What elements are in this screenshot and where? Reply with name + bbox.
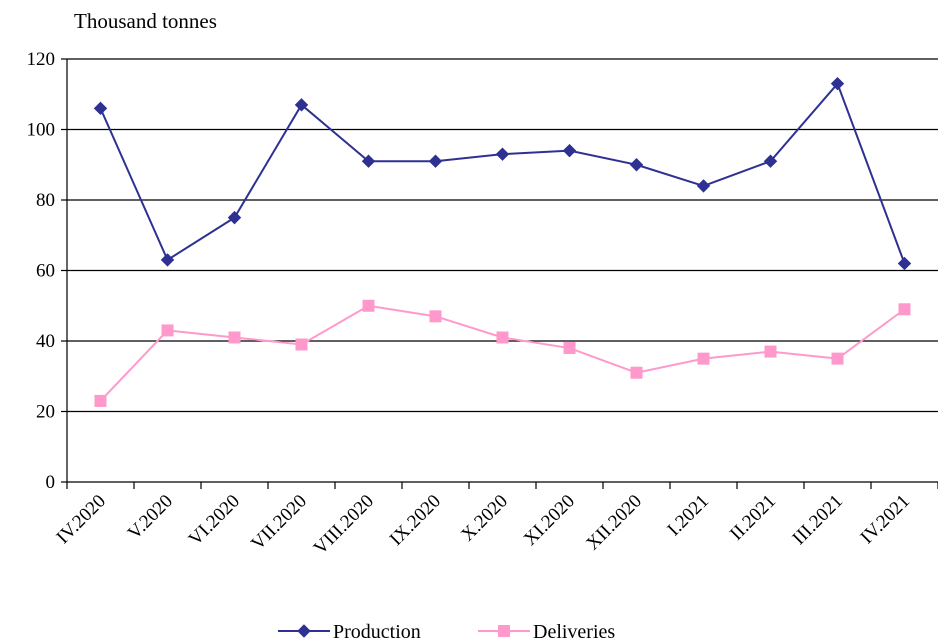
legend-item-deliveries: Deliveries [478,621,615,642]
grid-lines [67,58,938,413]
production-point [361,154,376,168]
production-series [93,76,912,271]
deliveries-point [496,331,509,344]
legend: Production Deliveries [278,621,615,642]
deliveries-point [764,345,777,358]
legend-item-production: Production [278,621,421,642]
deliveries-point [161,324,174,337]
production-point [93,101,108,116]
x-tick-label: X.2020 [457,491,512,546]
y-axis-unit-label: Thousand tonnes [74,9,217,33]
deliveries-series [94,299,911,407]
axes [61,58,938,489]
production-point [562,143,577,158]
deliveries-point [898,303,911,316]
deliveries-point [295,338,308,351]
x-tick-label: IX.2020 [386,491,445,550]
legend-label-production: Production [333,621,421,642]
deliveries-point [228,331,241,344]
x-tick-label: VI.2020 [185,491,244,550]
production-point [763,154,778,168]
production-point [897,256,912,271]
production-point [160,253,175,267]
y-tick-label: 20 [36,402,55,423]
series-layer [93,76,912,407]
production-point [495,147,510,161]
production-point [830,76,845,91]
deliveries-line [99,304,906,402]
deliveries-point [94,394,107,407]
x-tick-label: IV.2020 [53,491,111,549]
production-point [629,158,644,172]
x-tick-label: II.2021 [726,491,780,545]
deliveries-point [362,299,375,312]
production-point [227,210,242,225]
x-tick-label: III.2021 [789,491,848,550]
production-point [294,98,309,112]
deliveries-point [630,366,643,379]
y-tick-label: 60 [36,261,55,282]
y-tick-labels: 0 20 40 60 80 100 120 [27,49,56,493]
production-line [99,81,906,264]
x-tick-label: VIII.2020 [310,491,378,559]
deliveries-point [563,342,576,355]
y-tick-label: 120 [27,49,56,70]
legend-label-deliveries: Deliveries [533,621,615,642]
y-tick-label: 40 [36,331,55,352]
deliveries-point [831,352,844,365]
x-tick-label: I.2021 [663,491,713,541]
y-tick-label: 100 [27,120,56,141]
y-tick-label: 80 [36,190,55,211]
deliveries-point [697,352,710,365]
legend-marker-production [297,624,311,638]
x-tick-label: IV.2021 [857,491,915,549]
deliveries-point [429,310,442,323]
x-tick-label: V.2020 [124,491,177,544]
production-point [696,179,711,193]
x-tick-label: VII.2020 [247,491,311,555]
y-tick-label: 0 [46,472,56,493]
x-tick-label: XII.2020 [582,491,646,555]
legend-marker-deliveries [498,625,510,637]
production-point [428,154,443,168]
x-tick-label: XI.2020 [520,491,579,550]
